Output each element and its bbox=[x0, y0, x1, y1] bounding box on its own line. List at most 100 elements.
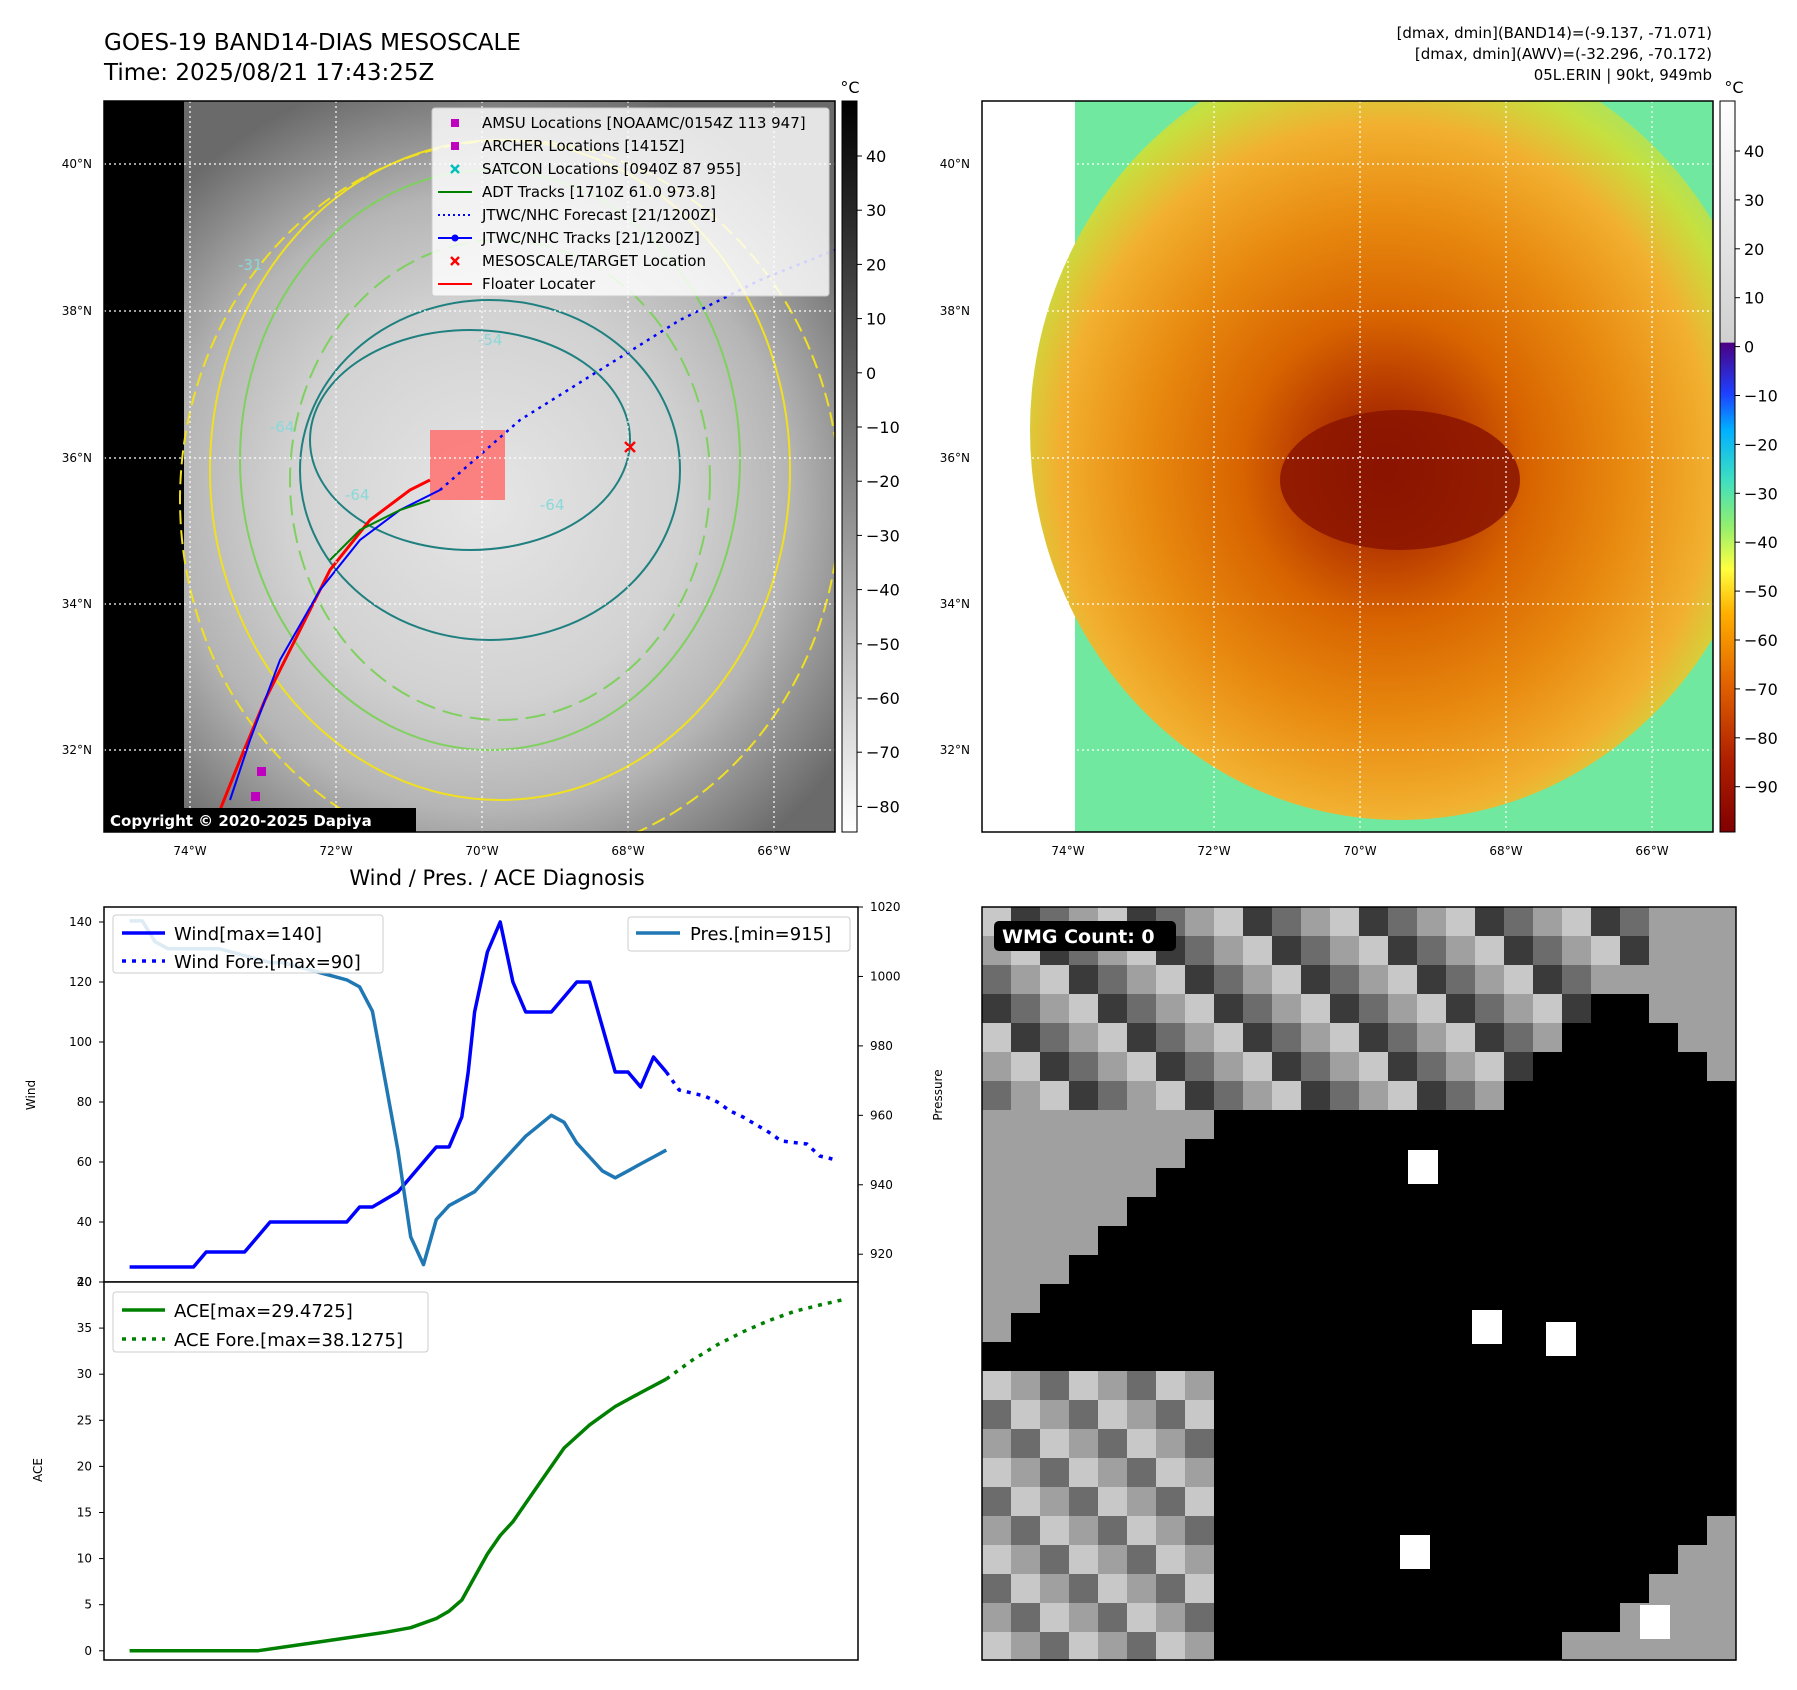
wmg-block bbox=[1069, 965, 1098, 994]
wmg-block bbox=[1243, 994, 1272, 1023]
color-map-gridlines bbox=[982, 101, 1713, 832]
wmg-block bbox=[1446, 994, 1475, 1023]
wmg-block bbox=[1446, 1081, 1475, 1110]
colorbar-tick-label: −30 bbox=[866, 526, 900, 545]
wmg-block bbox=[1098, 965, 1127, 994]
wmg-block bbox=[1388, 936, 1417, 965]
wmg-block bbox=[1301, 965, 1330, 994]
wmg-block bbox=[1272, 1023, 1301, 1052]
y-tick-label: 60 bbox=[77, 1155, 92, 1169]
wmg-block bbox=[1011, 1487, 1040, 1516]
wmg-block bbox=[1359, 1052, 1388, 1081]
wmg-block bbox=[1301, 907, 1330, 936]
wmg-block bbox=[982, 994, 1011, 1023]
wmg-block bbox=[982, 1255, 1011, 1284]
wmg-block bbox=[1040, 1197, 1069, 1226]
chart-title: Wind / Pres. / ACE Diagnosis bbox=[349, 866, 644, 890]
wmg-block bbox=[982, 1400, 1011, 1429]
wmg-block bbox=[1069, 1197, 1098, 1226]
colorbar-tick-label: −50 bbox=[866, 635, 900, 654]
wmg-block bbox=[982, 1603, 1011, 1632]
wmg-block bbox=[1127, 1632, 1156, 1661]
wmg-block bbox=[1069, 1023, 1098, 1052]
legend-wind-fore: Wind Fore.[max=90] bbox=[174, 952, 361, 973]
wmg-white-block bbox=[1472, 1310, 1502, 1344]
wmg-block bbox=[1011, 1168, 1040, 1197]
archer-marker bbox=[257, 767, 266, 776]
wmg-block bbox=[1069, 1516, 1098, 1545]
map-legend-label: MESOSCALE/TARGET Location bbox=[482, 252, 706, 270]
wmg-block bbox=[1185, 1632, 1214, 1661]
wmg-block bbox=[1649, 907, 1678, 936]
wmg-block bbox=[1243, 1023, 1272, 1052]
wmg-block bbox=[1011, 965, 1040, 994]
wmg-block bbox=[1040, 1023, 1069, 1052]
wmg-block bbox=[1098, 1632, 1127, 1661]
color-eye-region bbox=[1280, 410, 1520, 550]
wmg-block bbox=[1011, 1400, 1040, 1429]
svg-text:WMG Count: 0: WMG Count: 0 bbox=[1002, 926, 1155, 948]
wmg-block bbox=[1185, 1574, 1214, 1603]
wmg-block bbox=[1446, 1023, 1475, 1052]
wmg-block bbox=[982, 1168, 1011, 1197]
wmg-block bbox=[1040, 1400, 1069, 1429]
wmg-grayscale-blocks bbox=[982, 907, 1736, 1661]
lon-label: 70°W bbox=[465, 844, 498, 858]
wmg-block bbox=[1301, 936, 1330, 965]
legend-marker bbox=[450, 256, 460, 266]
wmg-block bbox=[1011, 1603, 1040, 1632]
lat-label: 32°N bbox=[62, 743, 92, 757]
wmg-block bbox=[1678, 994, 1707, 1023]
legend-marker bbox=[451, 234, 459, 242]
y-tick-label: 1020 bbox=[870, 900, 901, 914]
colorbar-tick-label: 40 bbox=[1744, 142, 1764, 161]
y-tick-label: 40 bbox=[77, 1275, 92, 1289]
wmg-block bbox=[1127, 1023, 1156, 1052]
wmg-block bbox=[1707, 1023, 1736, 1052]
svg-text:-31: -31 bbox=[238, 256, 263, 274]
y-tick-label: 940 bbox=[870, 1178, 893, 1192]
wmg-block bbox=[982, 1313, 1011, 1342]
wmg-block bbox=[1475, 936, 1504, 965]
figure-title-line1: GOES-19 BAND14-DIAS MESOSCALE bbox=[104, 30, 521, 56]
lat-label: 34°N bbox=[62, 597, 92, 611]
series-line bbox=[664, 1070, 833, 1161]
wmg-block bbox=[1156, 1429, 1185, 1458]
wmg-block bbox=[1330, 1081, 1359, 1110]
wmg-block bbox=[982, 1574, 1011, 1603]
wmg-block bbox=[1388, 907, 1417, 936]
wmg-block bbox=[1591, 1632, 1620, 1661]
info-line2: [dmax, dmin](AWV)=(-32.296, -70.172) bbox=[1415, 45, 1712, 63]
colorbar-tick-label: 10 bbox=[866, 310, 886, 329]
y-tick-label: 20 bbox=[77, 1459, 92, 1473]
wmg-block bbox=[1678, 965, 1707, 994]
wmg-block bbox=[1707, 936, 1736, 965]
wmg-block bbox=[1040, 1255, 1069, 1284]
y-tick-label: 10 bbox=[77, 1552, 92, 1566]
wmg-block bbox=[1156, 1487, 1185, 1516]
wmg-block bbox=[1243, 1052, 1272, 1081]
wmg-block bbox=[1214, 965, 1243, 994]
y-tick-label: 960 bbox=[870, 1108, 893, 1122]
wmg-block bbox=[1011, 1574, 1040, 1603]
wmg-block bbox=[982, 1632, 1011, 1661]
wmg-block bbox=[1678, 1603, 1707, 1632]
wmg-block bbox=[1040, 1516, 1069, 1545]
y-tick-label: 920 bbox=[870, 1247, 893, 1261]
wmg-block bbox=[1127, 965, 1156, 994]
color-map-panel: 40°N 38°N 36°N 34°N 32°N 74°W 72°W 70°W 68°W 66°W bbox=[940, 100, 1714, 858]
wmg-block bbox=[1127, 1052, 1156, 1081]
wmg-block bbox=[1040, 1545, 1069, 1574]
wmg-white-block bbox=[1546, 1322, 1576, 1356]
wmg-block bbox=[1446, 965, 1475, 994]
wmg-count-label: WMG Count: 0 bbox=[994, 921, 1176, 951]
wmg-block bbox=[1446, 1052, 1475, 1081]
wmg-block bbox=[1098, 1545, 1127, 1574]
wmg-block bbox=[1533, 994, 1562, 1023]
target-marker bbox=[624, 441, 636, 453]
wmg-block bbox=[1069, 1139, 1098, 1168]
lon-label: 72°W bbox=[319, 844, 352, 858]
wmg-block bbox=[1591, 965, 1620, 994]
figure-title-line2: Time: 2025/08/21 17:43:25Z bbox=[103, 60, 434, 86]
